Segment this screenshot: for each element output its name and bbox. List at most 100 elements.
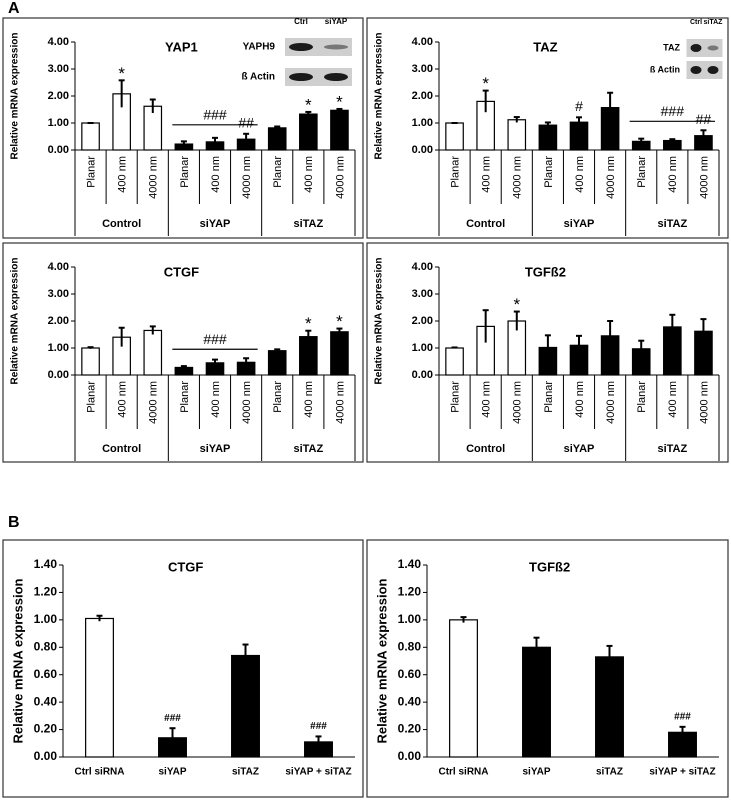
panel-label: A xyxy=(8,0,20,17)
bar xyxy=(330,331,349,376)
y-tick-label: 0.80 xyxy=(34,639,58,653)
y-tick-label: 1.00 xyxy=(34,612,58,626)
annotation: ### xyxy=(203,331,227,347)
x-tick-label: 4000 nm xyxy=(241,381,253,424)
panel-border xyxy=(366,17,729,239)
blot-column-label: siYAP xyxy=(325,17,348,26)
x-tick-label: siYAP xyxy=(523,767,551,778)
x-tick-label: 400 nm xyxy=(117,381,129,418)
bar xyxy=(663,139,682,151)
x-tick-label: Planar xyxy=(543,156,555,188)
annotation: ### xyxy=(203,107,227,123)
group-label: siTAZ xyxy=(293,443,323,455)
x-tick-label: 400 nm xyxy=(210,381,222,418)
blot-band xyxy=(289,43,313,51)
y-tick-label: 3.00 xyxy=(412,63,433,75)
x-tick-label: 400 nm xyxy=(481,156,493,193)
y-axis-label: Relative mRNA expression xyxy=(374,578,389,743)
annotation: * xyxy=(305,314,312,333)
bar xyxy=(507,119,527,151)
panel-border xyxy=(366,539,729,798)
panel-label: B xyxy=(8,514,20,531)
y-tick-label: 0.80 xyxy=(398,639,422,653)
y-tick-label: 0.60 xyxy=(398,667,422,681)
y-tick-label: 2.00 xyxy=(48,90,69,102)
group-label: siYAP xyxy=(564,218,595,230)
panel-border xyxy=(2,539,364,798)
chart-title: TAZ xyxy=(533,39,557,54)
y-tick-label: 2.00 xyxy=(48,315,69,327)
annotation: ## xyxy=(696,111,712,127)
y-tick-label: 2.00 xyxy=(412,90,433,102)
y-tick-label: 1.00 xyxy=(398,612,422,626)
bar xyxy=(538,124,558,151)
group-label: siTAZ xyxy=(657,218,687,230)
annotation: * xyxy=(118,64,125,83)
y-tick-label: 0.40 xyxy=(34,694,58,708)
x-tick-label: 400 nm xyxy=(574,156,586,193)
x-tick-label: 400 nm xyxy=(303,381,315,418)
x-tick-label: Planar xyxy=(449,381,461,413)
y-axis-label: Relative mRNA expression xyxy=(374,258,385,385)
bar xyxy=(143,329,163,376)
chart-title: YAP1 xyxy=(165,39,198,54)
x-tick-label: 4000 nm xyxy=(148,381,160,424)
annotation: * xyxy=(336,92,343,111)
annotation: # xyxy=(575,98,583,114)
blot-band xyxy=(707,45,719,51)
panel-border xyxy=(2,242,364,463)
annotation: * xyxy=(482,74,489,93)
group-label: siTAZ xyxy=(657,443,687,455)
y-tick-label: 1.00 xyxy=(412,117,433,129)
y-tick-label: 0.00 xyxy=(398,749,422,763)
y-tick-label: 1.40 xyxy=(34,557,58,571)
group-label: siYAP xyxy=(200,218,231,230)
y-tick-label: 4.00 xyxy=(412,36,433,48)
x-tick-label: siYAP + siTAZ xyxy=(649,767,715,778)
blot-column-label: Ctrl xyxy=(294,17,308,26)
blot-row-label: ß Actin xyxy=(650,64,680,74)
x-tick-label: Planar xyxy=(636,156,648,188)
group-label: Control xyxy=(466,443,505,455)
x-tick-label: Planar xyxy=(272,156,284,188)
blot-band xyxy=(324,73,348,81)
blot-column-label: siTAZ xyxy=(704,19,724,26)
group-label: siYAP xyxy=(200,443,231,455)
y-tick-label: 3.00 xyxy=(412,288,433,300)
bar xyxy=(231,654,260,758)
bar xyxy=(267,350,287,376)
group-label: Control xyxy=(466,218,505,230)
blot-column-label: Ctrl xyxy=(690,19,702,26)
x-tick-label: siTAZ xyxy=(596,767,623,778)
x-tick-label: Planar xyxy=(179,156,191,188)
bar xyxy=(85,617,114,758)
blot-band xyxy=(690,44,702,52)
x-tick-label: Planar xyxy=(636,381,648,413)
blot-band xyxy=(707,66,719,74)
y-tick-label: 3.00 xyxy=(48,288,69,300)
x-tick-label: 400 nm xyxy=(303,156,315,193)
y-tick-label: 0.00 xyxy=(48,369,69,381)
bar xyxy=(445,122,464,151)
annotation: * xyxy=(336,312,343,331)
x-tick-label: Planar xyxy=(543,381,555,413)
panel-border xyxy=(366,242,729,463)
chart-title: CTGF xyxy=(168,559,203,574)
group-label: Control xyxy=(102,218,141,230)
y-tick-label: 0.20 xyxy=(398,722,422,736)
y-axis-label: Relative mRNA expression xyxy=(374,33,385,160)
x-tick-label: siYAP xyxy=(159,767,187,778)
x-tick-label: Planar xyxy=(272,381,284,413)
y-tick-label: 1.00 xyxy=(48,342,69,354)
x-tick-label: 4000 nm xyxy=(698,381,710,424)
bar xyxy=(267,127,287,151)
x-tick-label: 400 nm xyxy=(667,381,679,418)
x-tick-label: 4000 nm xyxy=(698,156,710,199)
chart-title: TGFß2 xyxy=(529,559,570,574)
y-tick-label: 1.00 xyxy=(48,117,69,129)
x-tick-label: 4000 nm xyxy=(512,381,524,424)
y-tick-label: 0.00 xyxy=(34,749,58,763)
group-label: Control xyxy=(102,443,141,455)
blot-strip xyxy=(686,39,723,57)
